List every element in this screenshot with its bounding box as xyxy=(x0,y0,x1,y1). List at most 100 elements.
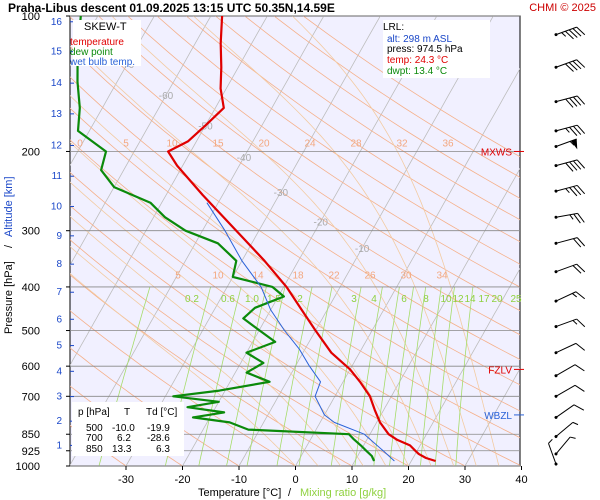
wind-barb-full xyxy=(575,342,586,351)
legend: SKEW-T temperature dew point wet bulb te… xyxy=(69,20,141,68)
wind-barb-staff xyxy=(555,404,575,418)
wind-barb-flag xyxy=(571,138,578,150)
altitude-tick-label: 3 xyxy=(56,392,62,403)
wind-barb xyxy=(554,263,586,274)
wind-barb-half xyxy=(572,421,579,426)
altitude-tick-label: 12 xyxy=(51,141,63,152)
isotherm-label: -10 xyxy=(355,244,370,255)
mixing-ratio-label: 0.2 xyxy=(185,294,199,305)
mixing-ratio-label: 4 xyxy=(371,294,377,305)
lrl-pressure: press: 974.5 hPa xyxy=(387,44,463,55)
levels-table: p [hPa] T Td [°C] 500 -10.0 -19.9 700 6.… xyxy=(72,402,184,456)
wind-barb-full xyxy=(569,187,578,197)
wind-barb-full xyxy=(573,125,582,135)
wind-barb xyxy=(554,26,586,40)
altitude-tick-label: 16 xyxy=(51,17,63,28)
mixing-ratio-label: 3 xyxy=(351,294,357,305)
dry-adiabat-label: 5 xyxy=(123,138,129,149)
level-marker-label: WBZL xyxy=(484,411,512,422)
wind-barb xyxy=(554,237,586,248)
wind-barb-dot xyxy=(554,145,558,149)
wind-barb-dot xyxy=(554,351,558,355)
wind-barb xyxy=(548,438,558,466)
table-row-t: -10.0 xyxy=(112,423,135,434)
wind-barb-dot xyxy=(554,215,558,219)
mixing-ratio-label: 25 xyxy=(510,294,522,305)
wind-barb-full xyxy=(568,29,578,38)
moist-adiabat-label: 34 xyxy=(436,270,448,281)
mixing-ratio-label: 8 xyxy=(423,294,429,305)
wind-barb xyxy=(554,291,586,303)
wind-barb-dot xyxy=(554,189,558,193)
wind-barb-dot xyxy=(554,241,558,245)
lrl-altitude: alt: 298 m ASL xyxy=(387,34,452,45)
moist-adiabat-line xyxy=(70,95,409,466)
x-axis-title: Temperature [°C] / Mixing ratio [g/kg] xyxy=(198,487,386,499)
wind-barb-full xyxy=(576,95,586,105)
dry-adiabat-label: 0 xyxy=(77,138,83,149)
wind-barb-full xyxy=(573,186,582,196)
dry-adiabat-line xyxy=(70,76,520,386)
moist-adiabat-line xyxy=(70,181,364,466)
wind-barb-full xyxy=(572,265,582,274)
table-header-td: Td [°C] xyxy=(146,407,177,418)
pressure-tick-label: 700 xyxy=(22,391,40,403)
mixing-ratio-label: 10 xyxy=(440,294,452,305)
chart-title: Praha-Libus descent 01.09.2025 13:15 UTC… xyxy=(8,1,335,15)
wind-barb-half xyxy=(572,320,578,325)
lrl-title: LRL: xyxy=(383,22,404,33)
pressure-tick-label: 925 xyxy=(22,446,40,458)
wind-barb xyxy=(554,212,585,224)
wind-barb-full xyxy=(576,318,586,328)
x-tick-label: 30 xyxy=(459,474,471,486)
moist-adiabat-line xyxy=(70,141,387,466)
moist-adiabat-label: 14 xyxy=(252,270,264,281)
dry-adiabat-label: 32 xyxy=(396,138,408,149)
x-tick-label: 10 xyxy=(346,474,358,486)
altitude-tick-label: 13 xyxy=(51,109,63,120)
wind-barb-full xyxy=(568,62,578,71)
pressure-tick-label: 600 xyxy=(22,361,40,373)
wind-barb-staff xyxy=(555,291,577,302)
mixing-ratio-label: 2 xyxy=(297,294,303,305)
wind-barb-dot xyxy=(554,435,558,439)
wind-barb xyxy=(554,138,578,150)
wind-barb-full xyxy=(565,30,574,40)
table-row-td: 6.3 xyxy=(156,444,170,455)
y-axis-label-separator: / xyxy=(3,244,15,248)
moist-adiabat-label: 22 xyxy=(328,270,340,281)
credit-label: CHMI © 2025 xyxy=(529,2,596,14)
wind-barb-full xyxy=(572,28,582,37)
wind-barb-dot xyxy=(554,374,558,378)
wind-barb xyxy=(554,384,585,398)
table-row-p: 850 xyxy=(86,444,103,455)
table-header-p: p [hPa] xyxy=(78,407,110,418)
wind-barb-full xyxy=(576,159,586,169)
table-row-p: 700 xyxy=(86,433,103,444)
moist-adiabat-label: 18 xyxy=(292,270,304,281)
dry-adiabat-label: 36 xyxy=(442,138,454,149)
altitude-tick-label: 11 xyxy=(52,171,63,182)
table-row-td: -28.6 xyxy=(147,433,170,444)
wind-barb-dot xyxy=(554,270,558,274)
wind-barb-half xyxy=(569,214,574,220)
wind-barb-full xyxy=(575,291,586,300)
wind-barb-half xyxy=(565,127,570,133)
wind-barb xyxy=(554,95,586,108)
mixing-ratio-label: 0.6 xyxy=(221,294,235,305)
isotherm-line xyxy=(70,16,268,366)
wind-barb-staff xyxy=(555,342,577,354)
dry-adiabat-line xyxy=(244,16,520,199)
wind-barb xyxy=(554,342,586,355)
wind-barb-full xyxy=(565,98,574,108)
dry-adiabat-line xyxy=(70,45,520,360)
x-tick-label: -10 xyxy=(231,474,247,486)
mixing-ratio-label: 17 xyxy=(478,294,490,305)
table-row-t: 6.2 xyxy=(117,433,131,444)
wind-barb xyxy=(554,184,586,197)
x-tick-label: 40 xyxy=(515,474,527,486)
altitude-tick-label: 6 xyxy=(56,314,62,325)
dry-adiabat-line xyxy=(215,16,520,221)
mixing-ratio-label: 14 xyxy=(464,294,476,305)
y-axis-title: Pressure [hPa] / Altitude [km] xyxy=(3,176,15,334)
